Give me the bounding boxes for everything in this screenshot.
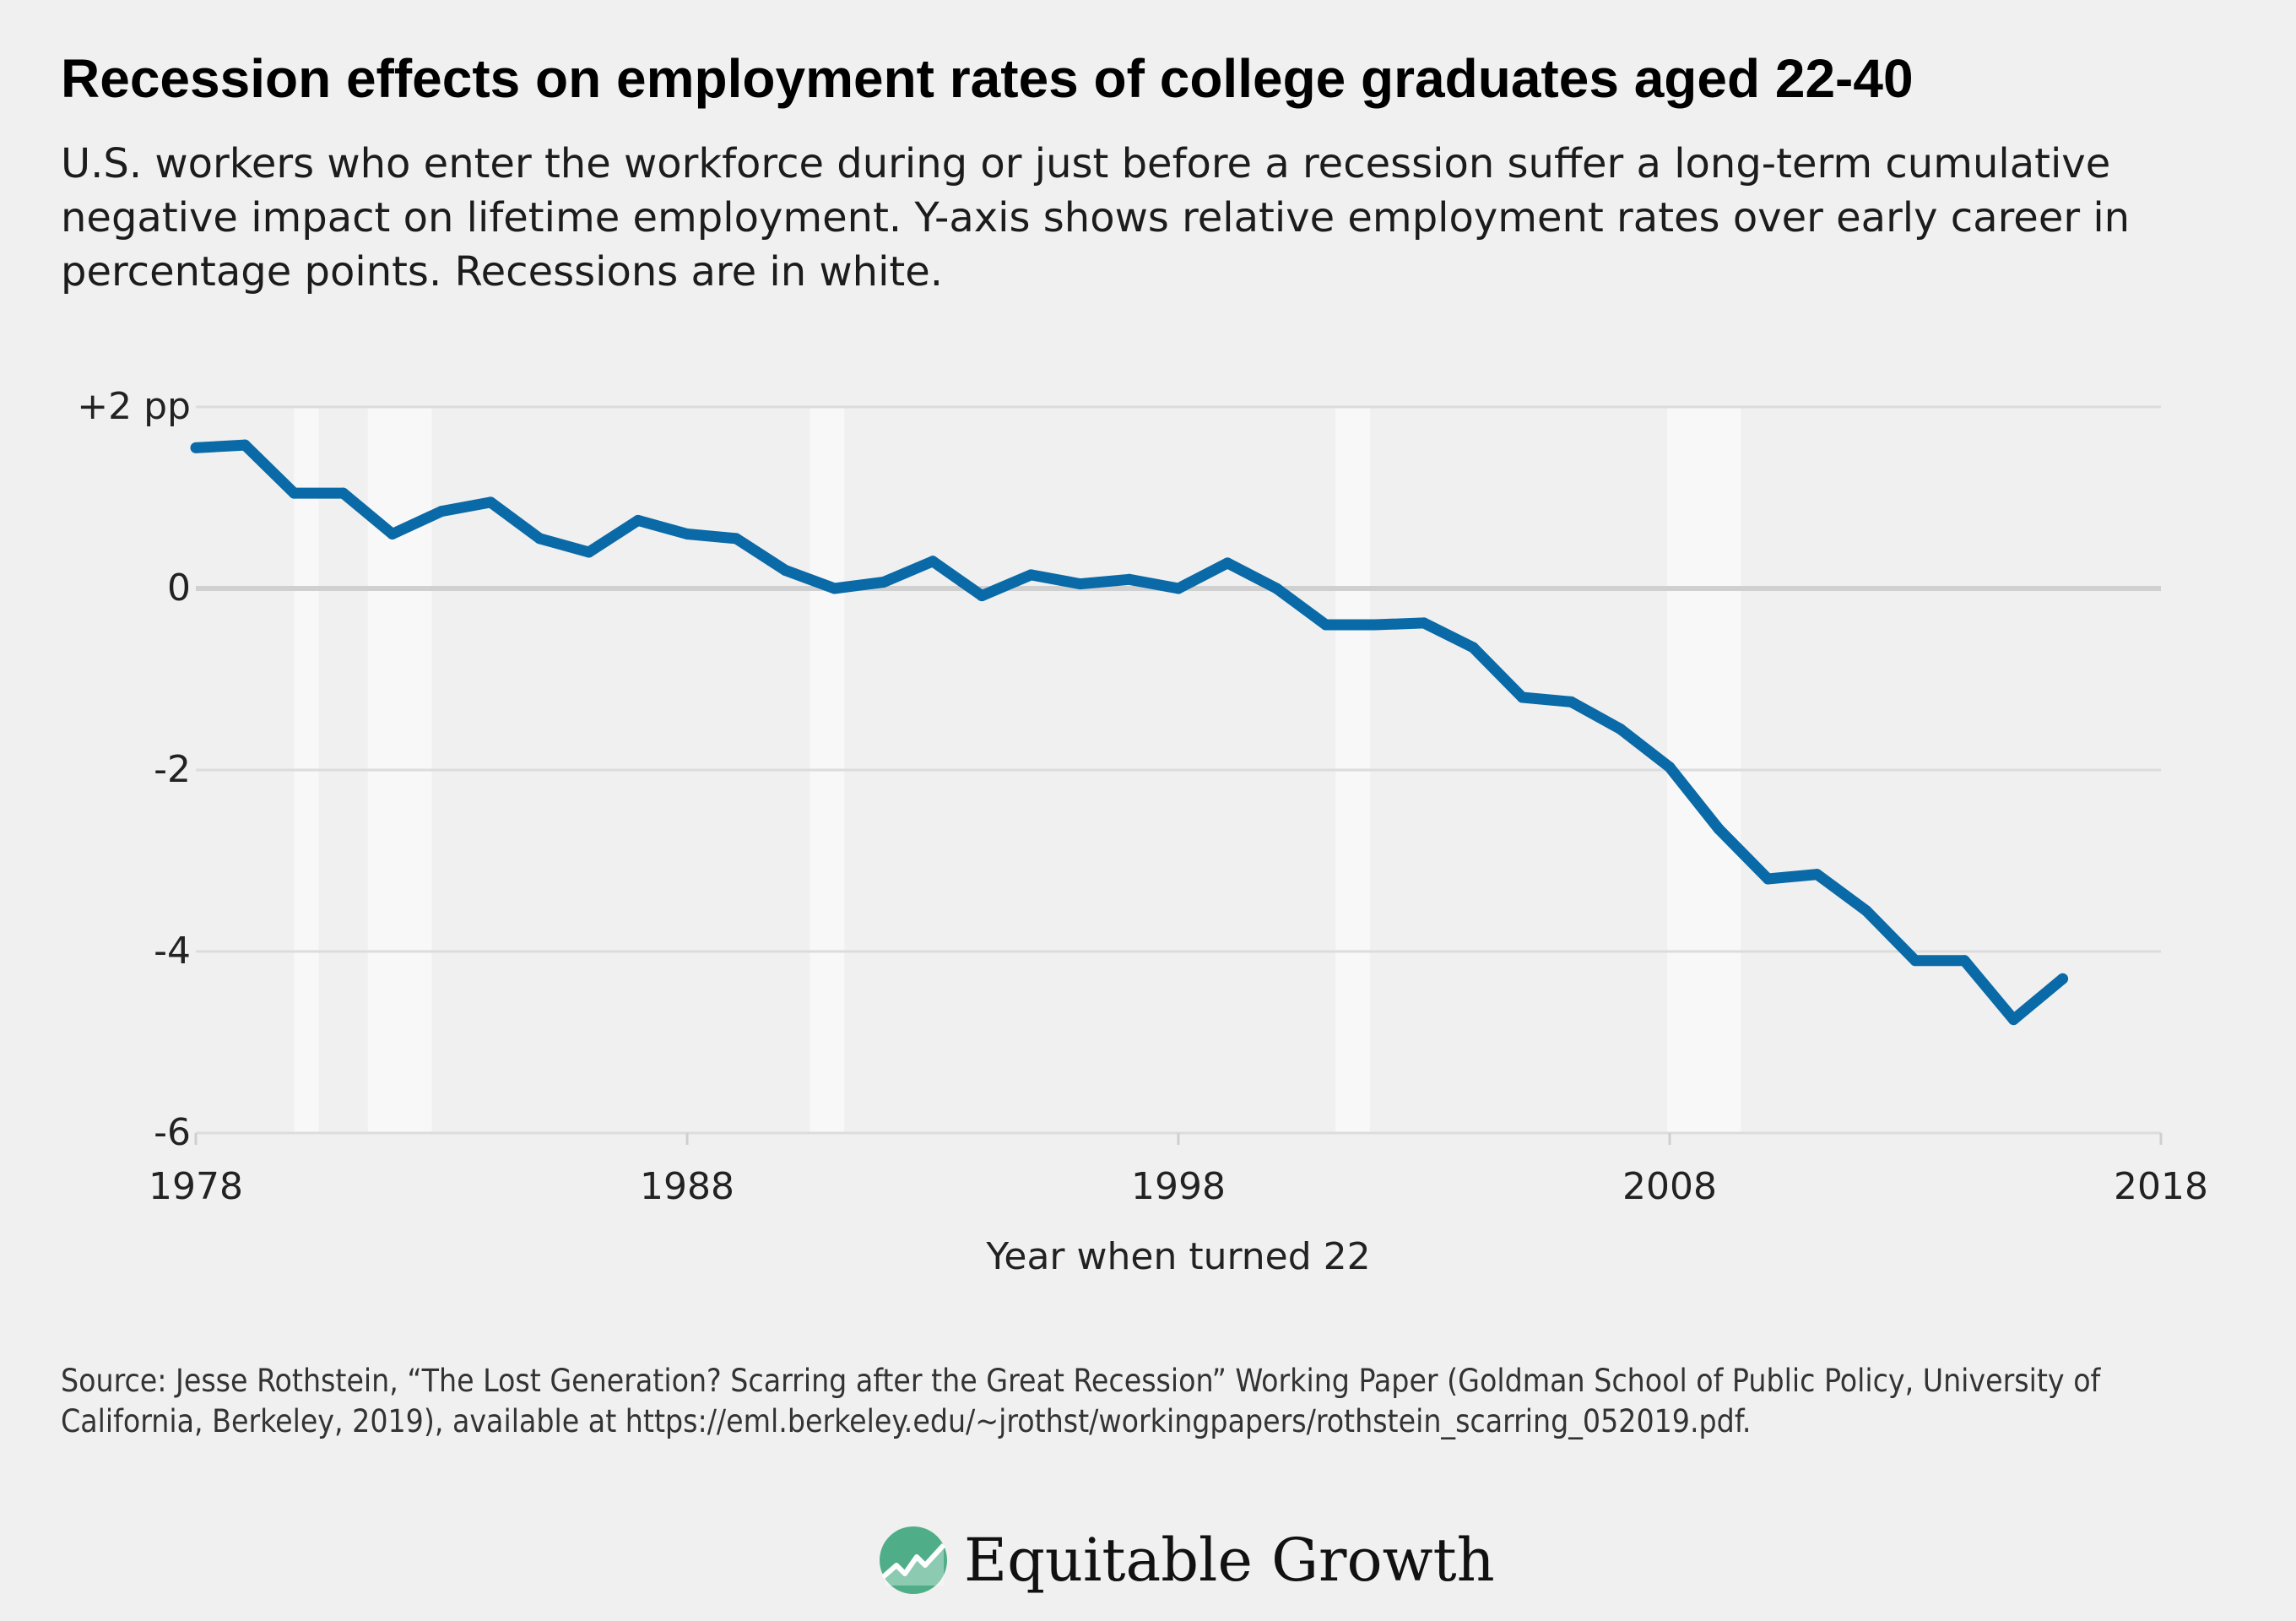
y-tick-label: +2 pp — [77, 385, 191, 428]
data-point-1981 — [338, 487, 349, 499]
data-point-1978 — [190, 442, 202, 453]
x-tick-label: 1978 — [149, 1165, 243, 1208]
chart-title: Recession effects on employment rates of… — [61, 48, 1914, 109]
data-points — [190, 439, 2069, 1026]
gridlines — [196, 405, 2161, 1135]
data-point-2003 — [1418, 617, 1430, 629]
data-point-1993 — [927, 556, 939, 567]
data-point-2000 — [1270, 583, 1282, 594]
data-point-2016 — [2057, 973, 2069, 984]
data-point-1987 — [632, 514, 644, 526]
data-point-1992 — [878, 576, 890, 588]
y-tick-label: -4 — [154, 930, 191, 973]
series-line-1 — [195, 439, 2066, 1026]
data-point-1984 — [485, 496, 496, 508]
data-point-2012 — [1860, 905, 1872, 917]
x-axis-title: Year when turned 22 — [985, 1235, 1370, 1278]
data-point-1980 — [288, 487, 300, 499]
logo-text: Equitable Growth — [964, 1526, 1495, 1595]
data-point-2010 — [1762, 873, 1773, 885]
chart-subtitle: U.S. workers who enter the workforce dur… — [61, 140, 2131, 295]
y-tick-label: 0 — [167, 567, 191, 610]
x-tick-label: 1998 — [1131, 1165, 1226, 1208]
equitable-growth-logo-icon — [880, 1526, 947, 1594]
data-point-2013 — [1909, 955, 1921, 967]
data-point-1998 — [1172, 583, 1184, 594]
data-point-2011 — [1811, 869, 1823, 881]
source-note: Source: Jesse Rothstein, “The Lost Gener… — [61, 1363, 2101, 1439]
data-point-2009 — [1713, 823, 1725, 835]
data-point-2002 — [1369, 619, 1381, 631]
data-point-1991 — [829, 583, 841, 594]
equitable-growth-logo: Equitable Growth — [878, 1520, 1495, 1601]
x-tick-label: 2008 — [1622, 1165, 1717, 1208]
data-point-1995 — [1025, 569, 1037, 581]
x-tick-label: 2018 — [2114, 1165, 2208, 1208]
data-point-1989 — [730, 533, 742, 545]
data-point-2014 — [1958, 955, 1970, 967]
data-point-1990 — [779, 565, 791, 576]
data-point-1979 — [239, 439, 251, 451]
x-tick-label: 1988 — [640, 1165, 734, 1208]
data-point-2006 — [1566, 696, 1578, 707]
data-point-2015 — [2007, 1014, 2019, 1026]
data-point-2007 — [1615, 724, 1627, 735]
y-tick-label: -2 — [154, 748, 191, 791]
y-tick-label: -6 — [154, 1111, 191, 1154]
data-point-1985 — [533, 533, 545, 545]
data-point-1994 — [976, 590, 988, 602]
data-point-1996 — [1075, 578, 1086, 590]
axes: +2 pp 0 -2 -4 -6 1978 1988 1998 2008 2018 — [77, 385, 2208, 1208]
data-point-2008 — [1664, 762, 1676, 773]
data-point-1997 — [1124, 573, 1135, 585]
data-point-1986 — [583, 546, 595, 558]
data-point-1999 — [1221, 557, 1233, 569]
line-chart: +2 pp 0 -2 -4 -6 1978 1988 1998 2008 2018 Year wh… — [77, 385, 2208, 1278]
data-point-1988 — [681, 529, 693, 539]
data-point-1982 — [387, 529, 398, 539]
data-point-1983 — [436, 506, 447, 518]
data-point-2001 — [1320, 619, 1332, 631]
data-point-2005 — [1516, 691, 1528, 703]
data-point-2004 — [1467, 642, 1479, 653]
series — [195, 439, 2066, 1026]
